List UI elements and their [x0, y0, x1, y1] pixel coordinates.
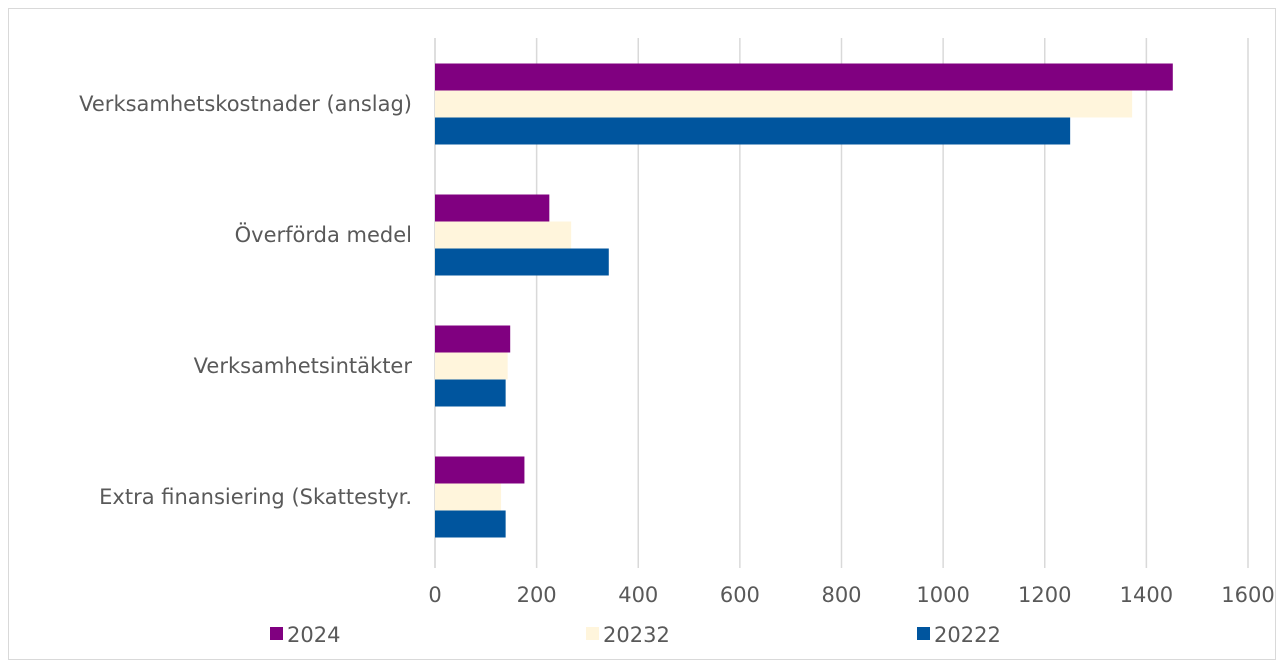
bar-2024-3 [435, 456, 525, 484]
legend-swatch-2024 [270, 627, 283, 640]
legend-swatch-20222 [917, 627, 930, 640]
x-tick-label: 400 [618, 583, 658, 607]
category-label: Verksamhetskostnader (anslag) [79, 92, 412, 116]
x-tick-label: 200 [517, 583, 557, 607]
category-labels: Verksamhetskostnader (anslag) Överförda m… [79, 92, 412, 509]
legend-label: 20232 [603, 623, 670, 647]
bar-20222-3 [435, 510, 506, 538]
x-tick-label: 800 [821, 583, 861, 607]
x-tick-labels: 0 200 400 600 800 1000 1200 1400 1600 [428, 583, 1274, 607]
legend-label: 2024 [287, 623, 340, 647]
category-label: Verksamhetsintäkter [194, 354, 413, 378]
bar-20222-2 [435, 379, 506, 407]
bar-2024-0 [435, 63, 1173, 91]
bars [435, 63, 1173, 538]
bar-20232-2 [435, 352, 508, 380]
legend-swatch-20232 [586, 627, 599, 640]
x-tick-label: 1400 [1120, 583, 1173, 607]
legend-label: 20222 [934, 623, 1001, 647]
bar-20232-0 [435, 90, 1133, 118]
x-tick-label: 0 [428, 583, 441, 607]
category-label: Överförda medel [235, 222, 412, 247]
x-tick-label: 600 [720, 583, 760, 607]
bar-20222-1 [435, 248, 609, 276]
bar-20222-0 [435, 117, 1071, 145]
bar-2024-2 [435, 325, 511, 353]
x-tick-label: 1600 [1221, 583, 1274, 607]
category-label: Extra finansiering (Skattestyr. [99, 485, 412, 509]
legend: 2024 20232 20222 [270, 623, 1001, 647]
bar-2024-1 [435, 194, 550, 222]
bar-20232-3 [435, 483, 502, 511]
bar-20232-1 [435, 221, 572, 249]
x-tick-label: 1200 [1018, 583, 1071, 607]
x-tick-label: 1000 [916, 583, 969, 607]
